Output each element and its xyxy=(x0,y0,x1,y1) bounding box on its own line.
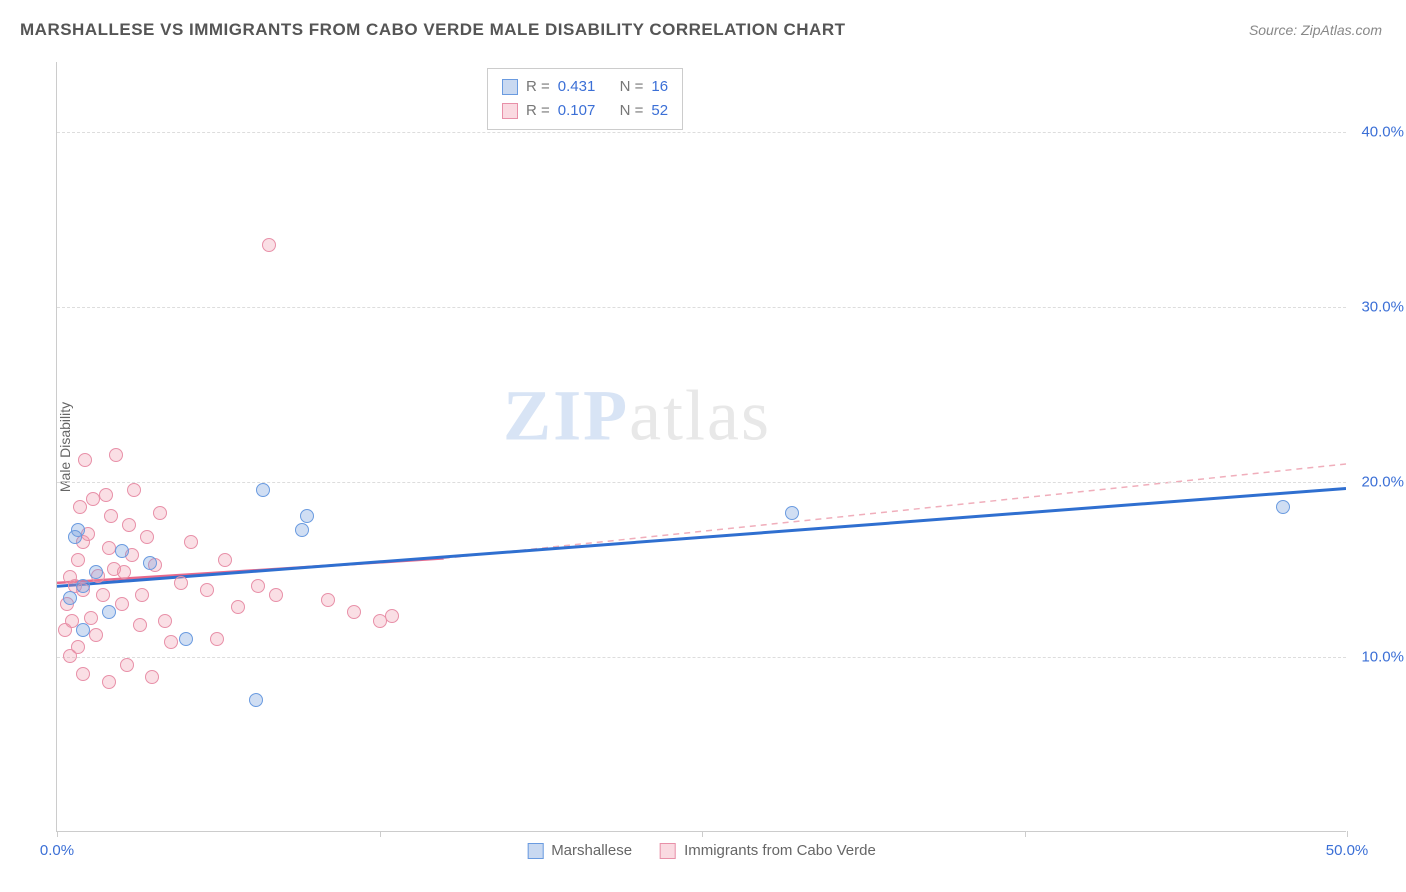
scatter-point xyxy=(76,579,90,593)
scatter-point xyxy=(785,506,799,520)
legend-item-blue: Marshallese xyxy=(527,842,632,859)
scatter-point xyxy=(78,453,92,467)
scatter-point xyxy=(269,588,283,602)
scatter-point xyxy=(115,544,129,558)
gridline xyxy=(57,307,1346,308)
scatter-point xyxy=(200,583,214,597)
scatter-point xyxy=(89,628,103,642)
scatter-point xyxy=(143,556,157,570)
y-tick-label: 20.0% xyxy=(1352,474,1404,491)
scatter-point xyxy=(102,605,116,619)
scatter-point xyxy=(135,588,149,602)
watermark: ZIPatlas xyxy=(503,374,771,457)
y-tick-label: 40.0% xyxy=(1352,124,1404,141)
swatch-pink-icon xyxy=(660,843,676,859)
y-tick-label: 30.0% xyxy=(1352,299,1404,316)
scatter-point xyxy=(73,500,87,514)
scatter-point xyxy=(145,670,159,684)
scatter-point xyxy=(71,553,85,567)
x-tick xyxy=(1347,831,1348,837)
x-tick xyxy=(1025,831,1026,837)
gridline xyxy=(57,657,1346,658)
gridline xyxy=(57,132,1346,133)
scatter-point xyxy=(256,483,270,497)
scatter-point xyxy=(76,667,90,681)
scatter-point xyxy=(1276,500,1290,514)
scatter-point xyxy=(231,600,245,614)
scatter-point xyxy=(251,579,265,593)
swatch-blue-icon xyxy=(527,843,543,859)
stat-row-blue: R = 0.431 N = 16 xyxy=(502,75,668,99)
x-tick xyxy=(380,831,381,837)
legend-item-pink: Immigrants from Cabo Verde xyxy=(660,842,876,859)
legend-label: Marshallese xyxy=(551,842,632,859)
scatter-point xyxy=(117,565,131,579)
scatter-point xyxy=(295,523,309,537)
scatter-point xyxy=(153,506,167,520)
scatter-point xyxy=(63,591,77,605)
scatter-point xyxy=(102,541,116,555)
scatter-point xyxy=(122,518,136,532)
x-tick-label: 50.0% xyxy=(1326,842,1369,859)
scatter-point xyxy=(218,553,232,567)
gridline xyxy=(57,482,1346,483)
y-tick-label: 10.0% xyxy=(1352,649,1404,666)
scatter-point xyxy=(89,565,103,579)
scatter-point xyxy=(120,658,134,672)
scatter-point xyxy=(385,609,399,623)
scatter-point xyxy=(164,635,178,649)
stat-row-pink: R = 0.107 N = 52 xyxy=(502,99,668,123)
x-tick-label: 0.0% xyxy=(40,842,74,859)
scatter-point xyxy=(158,614,172,628)
scatter-point xyxy=(68,530,82,544)
x-tick xyxy=(702,831,703,837)
x-tick xyxy=(57,831,58,837)
scatter-point xyxy=(300,509,314,523)
chart-area: Male Disability ZIPatlas R = 0.431 N = 1… xyxy=(48,62,1378,832)
scatter-point xyxy=(96,588,110,602)
scatter-point xyxy=(127,483,141,497)
scatter-point xyxy=(373,614,387,628)
scatter-point xyxy=(321,593,335,607)
scatter-point xyxy=(109,448,123,462)
scatter-point xyxy=(140,530,154,544)
bottom-legend: Marshallese Immigrants from Cabo Verde xyxy=(527,842,876,859)
swatch-blue-icon xyxy=(502,79,518,95)
scatter-point xyxy=(71,640,85,654)
scatter-point xyxy=(115,597,129,611)
scatter-point xyxy=(179,632,193,646)
scatter-point xyxy=(174,576,188,590)
scatter-point xyxy=(184,535,198,549)
scatter-point xyxy=(347,605,361,619)
chart-title: MARSHALLESE VS IMMIGRANTS FROM CABO VERD… xyxy=(20,20,846,40)
swatch-pink-icon xyxy=(502,103,518,119)
scatter-point xyxy=(102,675,116,689)
scatter-point xyxy=(99,488,113,502)
source-attribution: Source: ZipAtlas.com xyxy=(1249,22,1382,38)
scatter-point xyxy=(86,492,100,506)
scatter-point xyxy=(76,623,90,637)
scatter-point xyxy=(133,618,147,632)
correlation-stats-box: R = 0.431 N = 16 R = 0.107 N = 52 xyxy=(487,68,683,130)
scatter-point xyxy=(262,238,276,252)
legend-label: Immigrants from Cabo Verde xyxy=(684,842,876,859)
scatter-point xyxy=(210,632,224,646)
scatter-point xyxy=(249,693,263,707)
plot-region: ZIPatlas R = 0.431 N = 16 R = 0.107 N = … xyxy=(56,62,1346,832)
trend-lines xyxy=(57,62,1346,831)
scatter-point xyxy=(104,509,118,523)
